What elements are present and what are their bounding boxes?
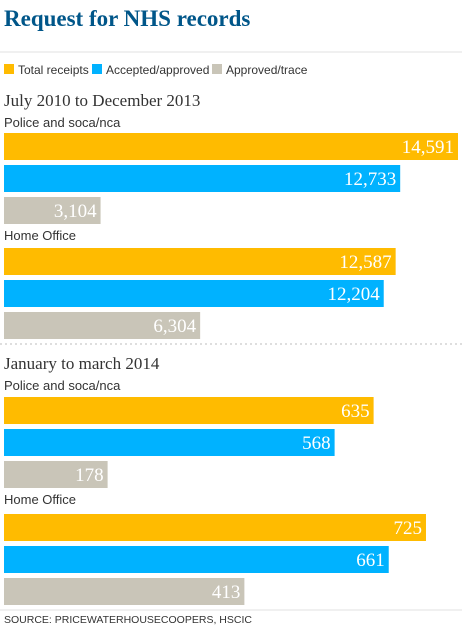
bar-value-label: 6,304 [153, 316, 196, 337]
bar-value-label: 635 [341, 401, 370, 422]
legend-label-1: Accepted/approved [106, 63, 209, 77]
source-note: SOURCE: PRICEWATERHOUSECOOPERS, HSCIC [4, 614, 252, 626]
bar-accepted-approved [4, 429, 335, 456]
category-label: Police and soca/nca [4, 115, 121, 130]
bar-value-label: 3,104 [54, 201, 97, 222]
category-label: Home Office [4, 228, 76, 243]
bar-value-label: 413 [212, 582, 241, 603]
panel-title: January to march 2014 [4, 354, 160, 373]
bar-accepted-approved [4, 280, 384, 307]
bar-approved-trace [4, 578, 245, 605]
chart-title: Request for NHS records [4, 6, 250, 31]
panel-title: July 2010 to December 2013 [4, 91, 200, 110]
panel-0: July 2010 to December 2013 Police and soc… [4, 91, 458, 339]
bar-approved-trace [4, 197, 101, 224]
bar-total-receipts [4, 397, 374, 424]
bar-approved-trace [4, 461, 108, 488]
bar-value-label: 725 [393, 518, 422, 539]
legend-swatch-0 [4, 64, 14, 74]
bar-value-label: 178 [75, 465, 104, 486]
bar-accepted-approved [4, 546, 389, 573]
panel-1: January to march 2014 Police and soca/nca… [4, 354, 426, 605]
bar-total-receipts [4, 514, 426, 541]
bar-value-label: 12,204 [327, 284, 380, 305]
bar-value-label: 661 [356, 550, 385, 571]
bar-total-receipts [4, 133, 458, 160]
legend-swatch-1 [92, 64, 102, 74]
bar-approved-trace [4, 312, 201, 339]
category-label: Home Office [4, 492, 76, 507]
bar-value-label: 14,591 [402, 137, 454, 158]
legend-label-0: Total receipts [18, 63, 89, 77]
bar-accepted-approved [4, 165, 401, 192]
bar-value-label: 12,733 [344, 169, 396, 190]
bar-value-label: 568 [302, 433, 331, 454]
chart-panels: July 2010 to December 2013 Police and soc… [4, 91, 458, 605]
legend-label-2: Approved/trace [226, 63, 308, 77]
legend: Total receipts Accepted/approved Approved/… [4, 63, 308, 77]
bar-total-receipts [4, 248, 396, 275]
legend-swatch-2 [212, 64, 222, 74]
category-label: Police and soca/nca [4, 378, 121, 393]
bar-value-label: 12,587 [339, 252, 391, 273]
